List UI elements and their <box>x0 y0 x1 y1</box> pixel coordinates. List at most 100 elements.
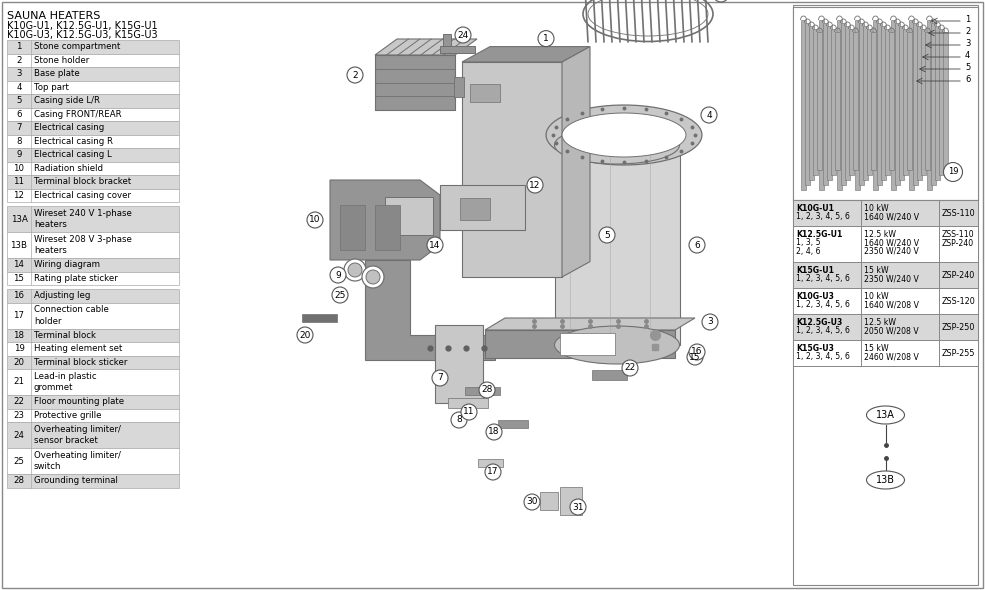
Text: Wireset 208 V 3-phase
heaters: Wireset 208 V 3-phase heaters <box>34 235 132 255</box>
Text: Grounding terminal: Grounding terminal <box>34 476 118 485</box>
Text: Terminal block: Terminal block <box>34 331 96 340</box>
Bar <box>793 288 978 314</box>
Bar <box>899 26 904 180</box>
Text: ZSS-120: ZSS-120 <box>942 297 976 306</box>
Bar <box>801 20 806 190</box>
Text: Heating element set: Heating element set <box>34 344 122 353</box>
Bar <box>793 340 978 366</box>
Text: 12: 12 <box>14 191 25 200</box>
Circle shape <box>455 27 471 43</box>
Bar <box>925 32 930 170</box>
Text: Stone holder: Stone holder <box>34 55 90 65</box>
Bar <box>7 356 179 369</box>
Bar <box>793 200 978 226</box>
Text: 5: 5 <box>16 96 22 105</box>
Bar <box>7 342 179 356</box>
Circle shape <box>307 212 323 228</box>
Circle shape <box>524 494 540 510</box>
Text: 30: 30 <box>526 497 538 506</box>
Text: 2, 4, 6: 2, 4, 6 <box>796 247 821 256</box>
Text: 1, 3, 5: 1, 3, 5 <box>796 238 821 247</box>
Text: 16: 16 <box>691 348 702 356</box>
Bar <box>927 20 932 190</box>
Text: 6: 6 <box>694 241 700 250</box>
Bar <box>7 188 179 202</box>
Bar <box>7 107 179 121</box>
Circle shape <box>622 360 638 376</box>
Bar <box>841 23 846 185</box>
Bar <box>871 32 876 170</box>
Bar <box>7 206 179 232</box>
Text: Overheating limiter/
sensor bracket: Overheating limiter/ sensor bracket <box>34 425 121 445</box>
Bar <box>454 77 464 97</box>
Bar <box>7 369 179 395</box>
Bar <box>7 408 179 422</box>
Bar <box>7 271 179 285</box>
Bar <box>853 32 858 170</box>
Bar <box>7 94 179 107</box>
Bar <box>7 135 179 148</box>
Text: 10: 10 <box>309 215 321 225</box>
Text: K10G-U3, K12.5G-U3, K15G-U3: K10G-U3, K12.5G-U3, K15G-U3 <box>7 30 158 40</box>
Text: K10G-U1, K12.5G-U1, K15G-U1: K10G-U1, K12.5G-U1, K15G-U1 <box>7 21 158 31</box>
Circle shape <box>362 266 384 288</box>
Bar <box>448 398 488 408</box>
Text: 28: 28 <box>482 385 492 395</box>
Text: Protective grille: Protective grille <box>34 411 101 419</box>
Bar <box>805 23 810 185</box>
Bar <box>827 26 832 180</box>
Bar <box>831 29 836 175</box>
Bar <box>465 387 500 395</box>
Text: 9: 9 <box>17 150 22 159</box>
Text: 13B: 13B <box>11 241 28 250</box>
Bar <box>885 29 890 175</box>
Bar <box>877 23 882 185</box>
Text: 2: 2 <box>353 70 358 80</box>
Text: 1: 1 <box>965 15 970 24</box>
Bar <box>7 289 179 303</box>
Text: Overheating limiter/
switch: Overheating limiter/ switch <box>34 451 121 471</box>
Circle shape <box>427 237 443 253</box>
Text: 19: 19 <box>14 344 25 353</box>
Text: Casing side L/R: Casing side L/R <box>34 96 100 105</box>
Bar <box>819 20 824 190</box>
Text: 22: 22 <box>624 363 635 372</box>
Circle shape <box>687 349 703 365</box>
Bar <box>470 84 500 102</box>
Text: Wiring diagram: Wiring diagram <box>34 260 100 269</box>
Text: 2350 W/240 V: 2350 W/240 V <box>864 247 919 256</box>
Text: 19: 19 <box>948 168 958 176</box>
Bar <box>845 26 850 180</box>
Text: 1: 1 <box>16 42 22 51</box>
Text: Rating plate sticker: Rating plate sticker <box>34 274 118 283</box>
Circle shape <box>944 162 962 182</box>
Text: 13B: 13B <box>876 475 895 485</box>
Bar <box>813 29 818 175</box>
Circle shape <box>701 107 717 123</box>
Bar <box>7 40 179 54</box>
Text: 11: 11 <box>14 177 25 186</box>
Circle shape <box>347 67 363 83</box>
Text: 15: 15 <box>14 274 25 283</box>
Text: Radiation shield: Radiation shield <box>34 164 103 173</box>
Bar <box>793 5 978 585</box>
Text: 12: 12 <box>529 181 541 189</box>
Circle shape <box>348 263 362 277</box>
Bar <box>939 29 944 175</box>
Polygon shape <box>485 330 675 358</box>
Bar <box>7 175 179 188</box>
Bar <box>7 232 179 258</box>
Text: ZSP-240: ZSP-240 <box>942 270 975 280</box>
Text: 17: 17 <box>14 311 25 320</box>
Bar <box>7 329 179 342</box>
Text: K12.5G-U1: K12.5G-U1 <box>796 230 842 239</box>
Text: 18: 18 <box>14 331 25 340</box>
Text: 1, 2, 3, 4, 5, 6: 1, 2, 3, 4, 5, 6 <box>796 326 850 336</box>
Text: 5: 5 <box>604 231 610 240</box>
Ellipse shape <box>867 471 904 489</box>
Text: 4: 4 <box>16 83 22 92</box>
Bar <box>793 7 978 200</box>
Bar <box>863 26 868 180</box>
Circle shape <box>485 464 501 480</box>
Text: 11: 11 <box>463 408 475 417</box>
